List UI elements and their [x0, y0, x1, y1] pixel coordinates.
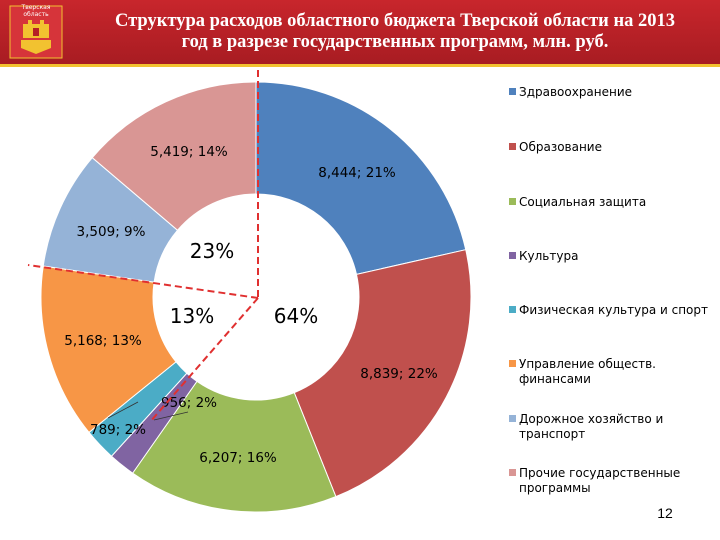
- group-label: 64%: [274, 304, 318, 328]
- page-number: 12: [657, 505, 673, 521]
- header-underline: [0, 64, 720, 67]
- donut-slices: [40, 81, 472, 513]
- slice-label: 3,509; 9%: [77, 224, 146, 240]
- divider-line: [149, 297, 259, 423]
- legend-swatch: [509, 198, 516, 205]
- legend-swatch: [509, 360, 516, 367]
- group-dividers: [27, 70, 259, 423]
- group-label: 13%: [170, 304, 214, 328]
- legend-label: Физическая культура и спорт: [519, 303, 708, 317]
- donut-slice: [91, 81, 257, 231]
- page-title: Структура расходов областного бюджета Тв…: [78, 0, 712, 64]
- legend-label-multiline: Управление обществ. финансами: [519, 357, 660, 386]
- slice-label: 5,419; 14%: [150, 144, 228, 160]
- legend: Здравоохранение Образование Социальная з…: [509, 85, 708, 495]
- emblem-label: Тверская область: [21, 4, 51, 18]
- connector-line: [153, 411, 189, 421]
- legend-swatch: [509, 88, 516, 95]
- slice-label: 6,207; 16%: [199, 450, 277, 466]
- slice-label: 956; 2%: [161, 395, 217, 411]
- slice-label: 8,839; 22%: [360, 366, 438, 382]
- emblem-icon: Тверская область: [8, 4, 64, 60]
- legend-label-line-1: Дорожное хозяйство и: [519, 412, 663, 426]
- legend-swatch: [509, 469, 516, 476]
- label-connectors: [107, 401, 189, 421]
- legend-label: Здравоохранение: [519, 85, 632, 99]
- title-line-2: год в разрезе государственных программ, …: [181, 32, 609, 52]
- slice-label: 789; 2%: [90, 422, 146, 438]
- legend-swatch: [509, 306, 516, 313]
- legend-label-line-2: транспорт: [519, 427, 585, 441]
- legend-label-line-1: Управление обществ.: [519, 357, 656, 371]
- legend-label-line-2: программы: [519, 481, 591, 495]
- connector-line: [107, 401, 139, 419]
- legend-label: Социальная защита: [519, 195, 646, 209]
- legend-label: Культура: [519, 249, 578, 263]
- legend-label-multiline: Прочие государственные программы: [519, 466, 684, 495]
- legend-label: Образование: [519, 140, 602, 154]
- legend-swatch: [509, 252, 516, 259]
- legend-swatch: [509, 143, 516, 150]
- slice-labels: 8,444; 21% 8,839; 22% 6,207; 16% 789; 2%…: [64, 144, 438, 466]
- legend-swatch: [509, 415, 516, 422]
- legend-label-line-1: Прочие государственные: [519, 466, 680, 480]
- header-bar: Тверская область Структура расходов обла…: [0, 0, 720, 64]
- donut-slice: [293, 249, 472, 498]
- slice-label: 5,168; 13%: [64, 333, 142, 349]
- donut-slice: [131, 380, 337, 513]
- donut-slice: [255, 81, 467, 275]
- slice-label: 8,444; 21%: [318, 165, 396, 181]
- title-line-1: Структура расходов областного бюджета Тв…: [115, 11, 675, 31]
- group-label: 23%: [190, 239, 234, 263]
- legend-label-multiline: Дорожное хозяйство и транспорт: [519, 412, 667, 441]
- divider-line: [27, 264, 259, 299]
- legend-label-line-2: финансами: [519, 372, 591, 386]
- group-labels: 23% 13% 64%: [170, 239, 318, 328]
